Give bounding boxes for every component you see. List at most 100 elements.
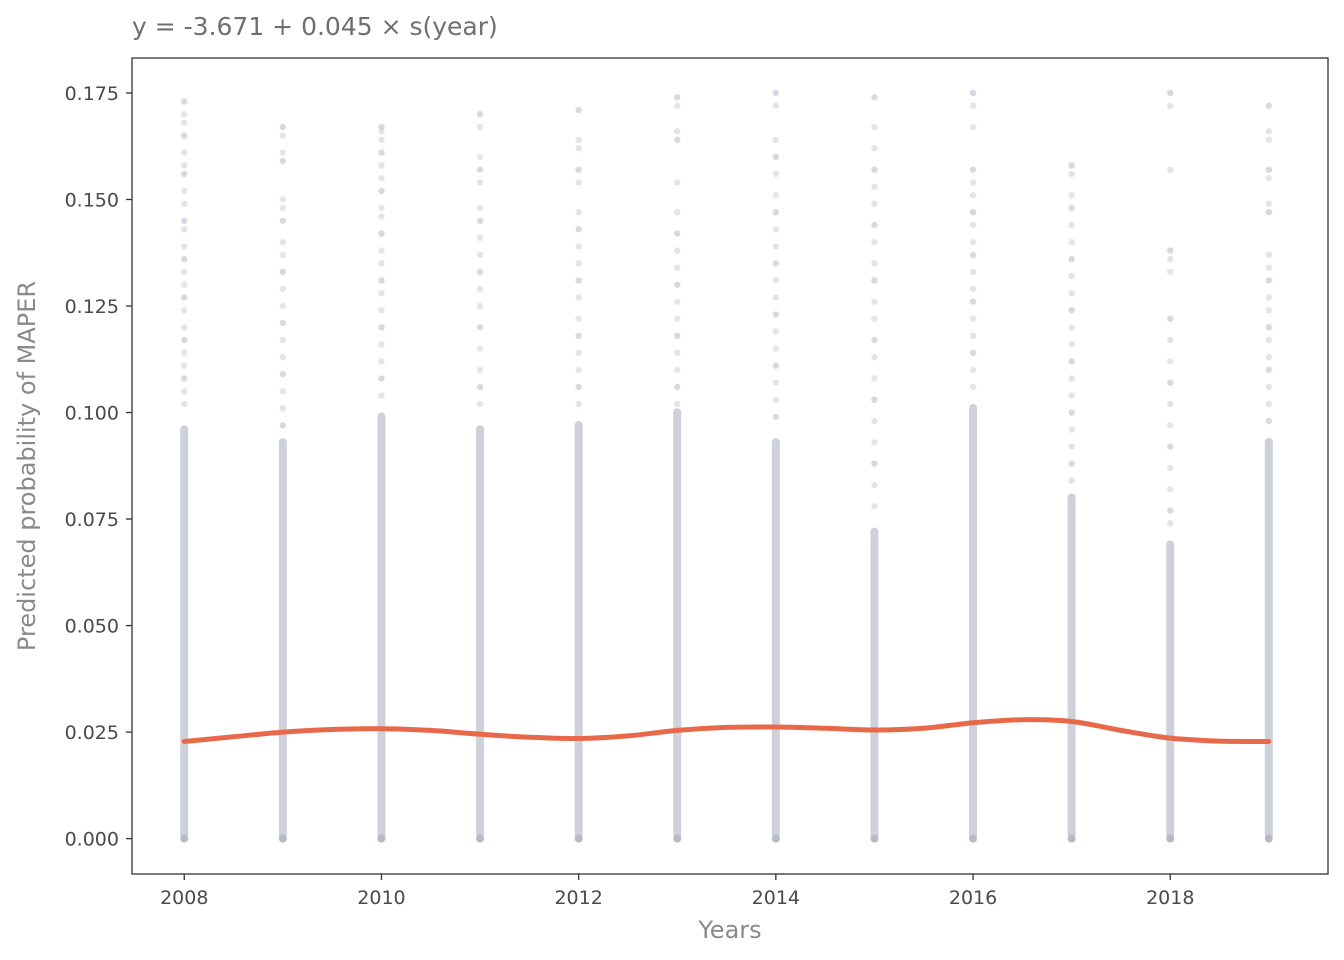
outlier-point (378, 213, 385, 220)
outlier-point (772, 379, 780, 386)
outlier-point (279, 302, 287, 310)
outlier-point (871, 375, 878, 382)
x-tick-label: 2012 (554, 887, 602, 909)
outlier-point (871, 503, 878, 510)
outlier-point (476, 204, 484, 212)
outlier-point (476, 111, 484, 118)
chart-title: y = -3.671 + 0.045 × s(year) (132, 12, 498, 41)
x-tick-label: 2008 (160, 887, 208, 909)
outlier-point (969, 209, 977, 216)
outlier-point (772, 226, 780, 233)
point-column-2009 (278, 438, 287, 839)
outlier-point (1068, 426, 1075, 433)
outlier-point (1265, 353, 1273, 361)
outlier-point (969, 102, 977, 109)
outlier-point (575, 145, 582, 152)
outlier-point (181, 362, 188, 369)
outlier-point (871, 460, 878, 467)
outlier-point (181, 162, 188, 169)
outlier-point (476, 234, 484, 242)
outlier-point (1167, 102, 1174, 109)
outlier-point (1068, 204, 1075, 212)
point-column-2015 (870, 527, 879, 839)
outlier-point (279, 388, 287, 395)
outlier-point (969, 298, 977, 305)
outlier-point (772, 243, 780, 250)
outlier-point (279, 353, 287, 361)
outlier-point (772, 362, 780, 369)
outlier-point (1167, 166, 1174, 173)
zero-point-2008 (180, 834, 189, 843)
outlier-point (1068, 341, 1075, 348)
zero-point-2009 (278, 834, 287, 843)
outlier-point (674, 128, 681, 135)
outlier-point (1265, 136, 1273, 144)
outlier-point (969, 315, 977, 322)
outlier-point (871, 200, 878, 207)
outlier-point (378, 392, 385, 399)
y-tick-label: 0.175 (65, 83, 119, 105)
outlier-point (476, 153, 484, 161)
outlier-point (674, 315, 681, 322)
zero-point-2012 (574, 834, 583, 843)
outlier-point (969, 221, 977, 229)
x-tick-label: 2014 (752, 887, 800, 909)
outlier-point (279, 370, 287, 378)
outlier-point (1068, 255, 1075, 263)
outlier-point (1068, 290, 1075, 297)
outlier-point (181, 336, 188, 344)
outlier-point (871, 166, 878, 173)
outlier-point (772, 396, 780, 403)
outlier-point (871, 221, 878, 229)
outlier-point (279, 217, 287, 224)
outlier-point (969, 349, 977, 357)
outlier-point (575, 226, 582, 233)
line-layer (181, 717, 1272, 744)
outlier-point (279, 422, 287, 429)
outlier-point (772, 345, 780, 352)
outlier-point (181, 324, 188, 331)
outlier-point (1167, 379, 1174, 386)
outlier-point (181, 111, 188, 118)
outlier-point (1068, 477, 1075, 484)
outlier-point (871, 145, 878, 152)
outlier-point (181, 349, 188, 357)
outlier-point (871, 94, 878, 101)
outlier-point (476, 251, 484, 259)
outlier-point (772, 192, 780, 199)
outlier-point (476, 179, 484, 186)
outlier-point (1265, 174, 1273, 182)
zero-point-2014 (771, 834, 780, 843)
zero-point-2019 (1264, 834, 1273, 843)
outlier-point (378, 162, 385, 169)
point-column-2016 (969, 404, 978, 839)
outlier-point (1068, 443, 1075, 450)
outlier-point (181, 149, 188, 156)
y-tick-label: 0.125 (65, 296, 119, 318)
outlier-point (476, 383, 484, 391)
outlier-point (1068, 272, 1075, 280)
outlier-point (575, 243, 582, 250)
outlier-point (378, 290, 385, 297)
outlier-point (378, 204, 385, 212)
outlier-point (674, 209, 681, 216)
outlier-point (969, 285, 977, 293)
outlier-point (181, 281, 188, 288)
zero-point-2010 (377, 834, 386, 843)
outlier-point (1167, 358, 1174, 365)
outlier-point (1265, 166, 1273, 173)
outlier-point (1265, 294, 1273, 301)
y-axis-title: Predicted probability of MAPER (13, 281, 41, 651)
zero-point-2011 (476, 834, 485, 843)
outlier-point (575, 315, 582, 322)
outlier-point (1167, 255, 1174, 263)
outlier-point (1068, 170, 1075, 178)
point-column-2010 (377, 412, 386, 839)
outlier-point (1265, 200, 1273, 207)
outlier-point (1068, 358, 1075, 365)
outlier-point (969, 238, 977, 246)
outlier-point (969, 192, 977, 199)
outlier-point (476, 166, 484, 173)
zero-point-2013 (673, 834, 682, 843)
